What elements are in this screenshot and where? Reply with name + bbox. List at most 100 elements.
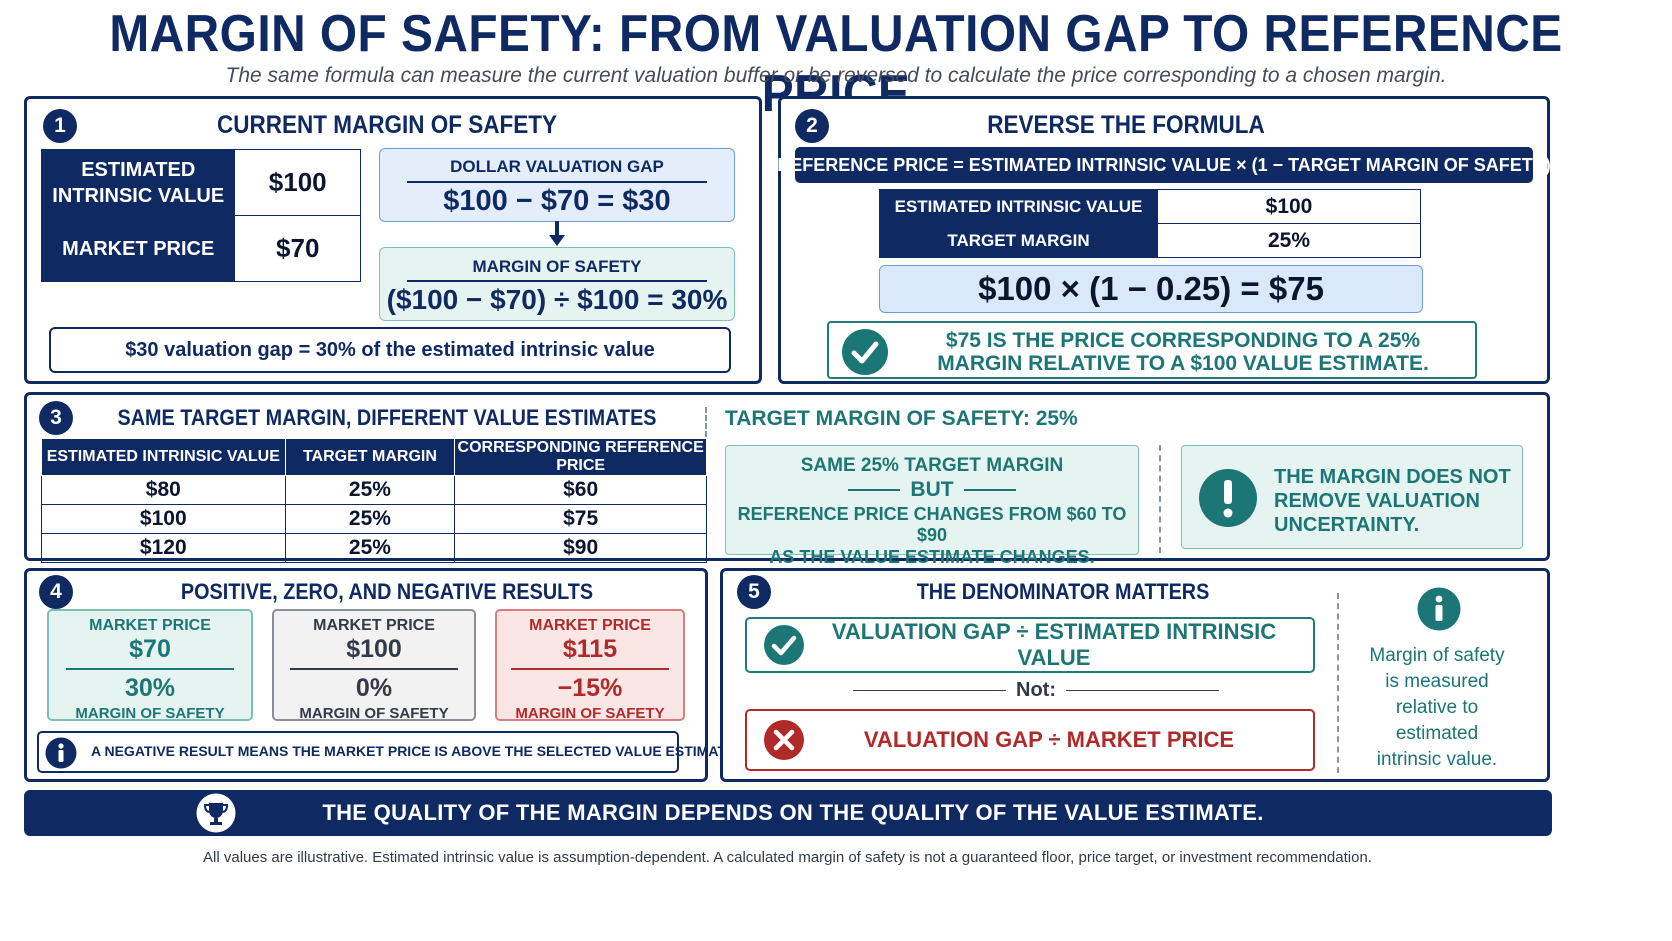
page-subtitle: The same formula can measure the current… — [225, 64, 1447, 87]
disclaimer: All values are illustrative. Estimated i… — [203, 849, 1372, 866]
conclusion-line-2: MARGIN RELATIVE TO A $100 VALUE ESTIMATE… — [937, 352, 1429, 375]
zero-result-card: MARKET PRICE $100 0% MARGIN OF SAFETY — [272, 609, 476, 722]
table-row: ESTIMATED INTRINSIC VALUE $100 — [879, 189, 1421, 224]
divider — [66, 668, 234, 670]
conclusion-box: $75 IS THE PRICE CORRESPONDING TO A 25% … — [827, 321, 1477, 379]
reference-price-calculation: $100 × (1 − 0.25) = $75 — [879, 265, 1423, 313]
mos-expression: ($100 − $70) ÷ $100 = 30% — [386, 284, 728, 315]
gap-label: DOLLAR VALUATION GAP — [450, 157, 664, 176]
summary-box: $30 valuation gap = 30% of the estimated… — [49, 327, 731, 373]
divider — [407, 181, 707, 183]
intrinsic-value-label: ESTIMATED INTRINSIC VALUE — [879, 189, 1158, 224]
column-header: ESTIMATED INTRINSIC VALUE — [41, 438, 286, 476]
but-separator: BUT — [726, 478, 1138, 502]
table-cell: 25% — [284, 533, 456, 563]
panel-positive-zero-negative: 4 POSITIVE, ZERO, AND NEGATIVE RESULTS M… — [24, 568, 739, 782]
note-line-1: SAME 25% TARGET MARGIN — [800, 455, 1064, 476]
card-caption: MARGIN OF SAFETY — [299, 705, 449, 722]
side-note-line: relative to — [1395, 697, 1479, 718]
correct-formula-box: VALUATION GAP ÷ ESTIMATED INTRINSIC VALU… — [745, 617, 1315, 673]
note-line-2: REFERENCE PRICE CHANGES FROM $60 TO $90 — [737, 504, 1127, 545]
card-margin: 30% — [124, 674, 176, 702]
estimates-table: ESTIMATED INTRINSIC VALUE TARGET MARGIN … — [41, 438, 707, 563]
incorrect-formula-box: VALUATION GAP ÷ MARKET PRICE — [745, 709, 1315, 771]
trophy-icon — [196, 793, 236, 833]
value-price-table: ESTIMATED INTRINSIC VALUE $100 MARKET PRI… — [40, 149, 361, 282]
margin-of-safety-box: MARGIN OF SAFETY ($100 − $70) ÷ $100 = 3… — [379, 247, 735, 321]
mos-label: MARGIN OF SAFETY — [472, 257, 642, 276]
table-cell: $60 — [454, 475, 707, 505]
panel-title: CURRENT MARGIN OF SAFETY — [216, 111, 558, 139]
divider — [511, 668, 669, 670]
card-margin: −15% — [557, 674, 623, 702]
info-text: A NEGATIVE RESULT MEANS THE MARKET PRICE… — [91, 743, 740, 759]
footer-banner: THE QUALITY OF THE MARGIN DEPENDS ON THE… — [24, 790, 1552, 836]
intrinsic-value: $100 — [1157, 189, 1421, 224]
dollar-gap-box: DOLLAR VALUATION GAP $100 − $70 = $30 — [379, 148, 735, 222]
intrinsic-value: $100 — [234, 149, 361, 216]
gap-expression: $100 − $70 = $30 — [443, 185, 671, 217]
x-circle-icon — [764, 720, 804, 760]
side-note-line: Margin of safety — [1369, 645, 1505, 666]
card-label: MARKET PRICE — [313, 617, 435, 634]
table-cell: $100 — [41, 504, 286, 534]
table-row: $100 25% $75 — [41, 504, 707, 534]
table-row: MARKET PRICE $70 — [40, 215, 361, 282]
card-margin: 0% — [355, 674, 393, 702]
table-cell: $80 — [41, 475, 286, 505]
divider — [1066, 689, 1220, 692]
card-label: MARKET PRICE — [529, 617, 651, 634]
table-header-row: ESTIMATED INTRINSIC VALUE TARGET MARGIN … — [41, 438, 707, 476]
table-cell: 25% — [284, 504, 456, 534]
target-margin-label: TARGET MARGIN — [879, 223, 1158, 258]
info-circle-icon — [45, 737, 77, 769]
warning-line-3: UNCERTAINTY. — [1274, 514, 1420, 536]
table-row: $80 25% $60 — [41, 475, 707, 505]
uncertainty-warning: THE MARGIN DOES NOT REMOVE VALUATION UNC… — [1181, 445, 1523, 549]
positive-result-card: MARKET PRICE $70 30% MARGIN OF SAFETY — [47, 609, 253, 722]
column-header: CORRESPONDING REFERENCE PRICE — [454, 438, 707, 476]
step-number-3: 3 — [39, 401, 73, 435]
table-row: TARGET MARGIN 25% — [879, 223, 1421, 258]
panel-reverse-formula: 2 REVERSE THE FORMULA REFERENCE PRICE = … — [777, 96, 1551, 384]
vertical-divider — [1159, 445, 1161, 553]
warning-line-1: THE MARGIN DOES NOT — [1274, 466, 1511, 488]
target-margin-label: TARGET MARGIN OF SAFETY: 25% — [725, 407, 1078, 430]
card-price: $100 — [346, 635, 402, 663]
correct-formula-text: VALUATION GAP ÷ ESTIMATED INTRINSIC VALU… — [831, 619, 1277, 670]
side-note-line: estimated — [1395, 723, 1479, 744]
panel-current-margin: 1 CURRENT MARGIN OF SAFETY ESTIMATED INTR… — [24, 96, 762, 384]
exclamation-circle-icon — [1199, 469, 1257, 527]
card-caption: MARGIN OF SAFETY — [515, 705, 665, 722]
step-number-5: 5 — [737, 575, 771, 609]
table-row: ESTIMATED INTRINSIC VALUE $100 — [40, 149, 361, 216]
warning-line-2: REMOVE VALUATION — [1274, 490, 1480, 512]
side-note: Margin of safety is measured relative to… — [1353, 643, 1521, 773]
card-caption: MARGIN OF SAFETY — [75, 705, 225, 722]
step-number-1: 1 — [43, 109, 77, 143]
footer-banner-text: THE QUALITY OF THE MARGIN DEPENDS ON THE… — [322, 800, 1264, 825]
divider — [407, 280, 707, 282]
same-margin-note: SAME 25% TARGET MARGIN BUT REFERENCE PRI… — [725, 445, 1139, 567]
check-circle-icon — [842, 329, 888, 375]
divider — [848, 489, 901, 491]
panel-title: POSITIVE, ZERO, AND NEGATIVE RESULTS — [180, 579, 594, 604]
market-price-value: $70 — [234, 215, 361, 282]
panel-title: SAME TARGET MARGIN, DIFFERENT VALUE ESTI… — [117, 405, 657, 430]
divider — [853, 689, 1007, 692]
note-line-3: AS THE VALUE ESTIMATE CHANGES. — [769, 547, 1095, 567]
conclusion-line-1: $75 IS THE PRICE CORRESPONDING TO A 25% — [945, 329, 1421, 352]
side-note-line: is measured — [1385, 671, 1489, 692]
page-title: MARGIN OF SAFETY: FROM VALUATION GAP TO … — [109, 5, 1563, 123]
target-margin-value: 25% — [1157, 223, 1421, 258]
panel-title: REVERSE THE FORMULA — [987, 111, 1265, 139]
arrow-down-icon — [549, 221, 565, 246]
panel-title: THE DENOMINATOR MATTERS — [916, 579, 1210, 604]
check-circle-icon — [764, 625, 804, 665]
column-header: TARGET MARGIN — [284, 438, 456, 476]
panel-denominator: 5 THE DENOMINATOR MATTERS VALUATION GAP … — [720, 568, 1550, 782]
intrinsic-value-label: ESTIMATED INTRINSIC VALUE — [40, 149, 236, 216]
step-number-2: 2 — [795, 109, 829, 143]
not-separator: Not: — [853, 679, 1220, 702]
incorrect-formula-text: VALUATION GAP ÷ MARKET PRICE — [863, 727, 1235, 752]
